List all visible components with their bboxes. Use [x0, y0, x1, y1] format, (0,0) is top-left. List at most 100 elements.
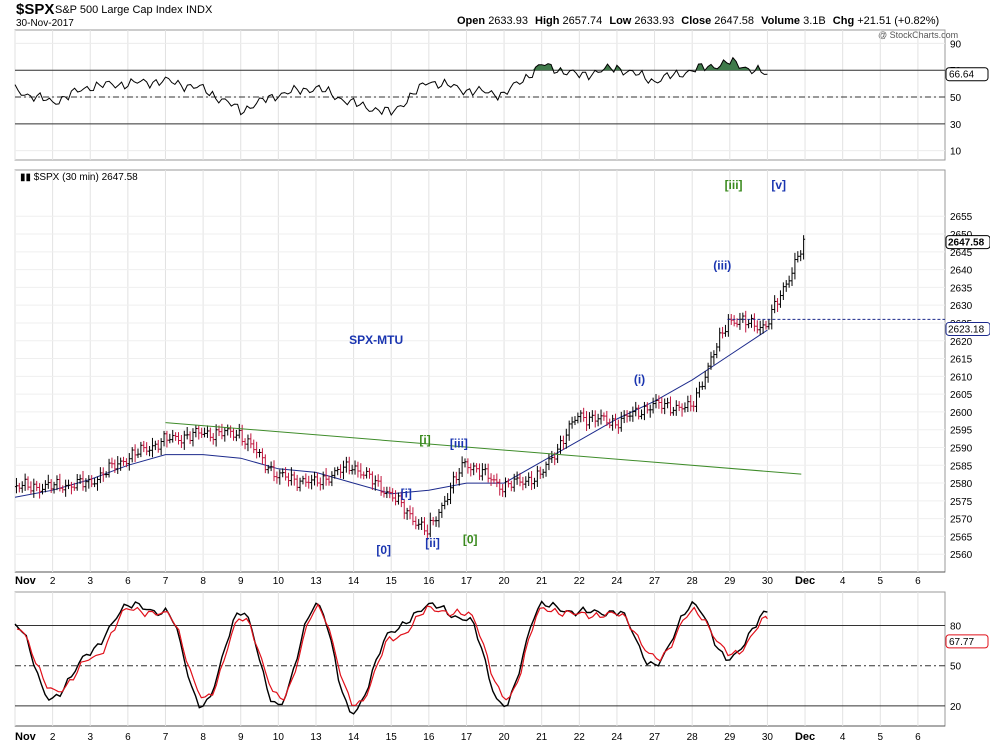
price-tick-label: 2615	[950, 355, 973, 366]
chart-exchange: INDX	[186, 4, 213, 16]
price-bar	[67, 479, 71, 490]
price-bar	[796, 251, 800, 263]
price-bar	[269, 461, 273, 472]
price-bar	[619, 411, 623, 432]
price-bar	[752, 313, 756, 332]
price-tick-label: 2585	[950, 461, 973, 472]
price-x-tick-label: Dec	[795, 575, 815, 587]
price-bar	[95, 476, 99, 491]
price-panel-label: ▮▮ $SPX (30 min) 2647.58	[20, 172, 138, 183]
price-bar	[521, 476, 525, 491]
price-bar	[203, 427, 207, 438]
price-bar	[544, 461, 548, 477]
price-bar	[504, 477, 508, 498]
price-bar	[608, 418, 612, 429]
price-bar	[122, 456, 126, 466]
stoch-tick-label: 20	[950, 702, 962, 713]
rsi-tick-label: 30	[950, 120, 962, 131]
price-bar	[139, 441, 143, 458]
price-bar	[527, 472, 531, 487]
price-bar	[518, 472, 522, 487]
price-bar	[657, 395, 661, 409]
stoch-x-tick-label: 9	[238, 732, 244, 743]
price-bar	[799, 250, 803, 262]
price-bar	[391, 488, 395, 502]
stoch-x-tick-label: 30	[762, 732, 774, 743]
low-label: Low	[609, 15, 632, 27]
price-bar	[278, 469, 282, 485]
price-bar	[599, 409, 603, 425]
price-last-value-tag	[945, 235, 990, 250]
price-bar	[605, 410, 609, 426]
price-bar	[579, 410, 583, 423]
price-bar	[590, 410, 594, 422]
chart-name: S&P 500 Large Cap Index	[55, 4, 183, 16]
wave-label: [i]	[401, 486, 412, 500]
price-bar	[434, 516, 438, 527]
price-bar	[263, 454, 267, 474]
price-bar	[802, 235, 806, 260]
price-x-tick-label: 16	[423, 576, 435, 587]
price-bar	[304, 473, 308, 487]
price-bar	[402, 499, 406, 520]
price-bar	[530, 471, 534, 491]
price-bar	[677, 401, 681, 412]
price-bar	[741, 312, 745, 323]
price-bar	[17, 482, 21, 493]
price-bar	[365, 467, 369, 479]
price-bar	[40, 483, 44, 495]
price-bar	[576, 412, 580, 424]
price-x-tick-label: 20	[499, 576, 511, 587]
price-bar	[573, 416, 577, 426]
stoch-x-tick-label: 29	[724, 732, 736, 743]
price-x-tick-label: 6	[915, 576, 921, 587]
price-bar	[790, 267, 794, 286]
price-bar	[628, 411, 632, 422]
stoch-x-tick-label: Nov	[15, 731, 37, 743]
trendline	[165, 422, 802, 475]
price-bar	[339, 464, 343, 479]
volume-label: Volume	[761, 15, 801, 27]
price-tick-label: 2565	[950, 532, 973, 543]
stoch-x-tick-label: 2	[50, 732, 56, 743]
price-bar	[350, 464, 354, 475]
price-bar	[764, 320, 768, 330]
price-bar	[260, 448, 264, 465]
price-bar	[663, 398, 667, 415]
price-bar	[593, 410, 597, 428]
price-bar	[645, 402, 649, 414]
price-bar	[289, 467, 293, 486]
price-bar	[145, 442, 149, 456]
price-bar	[310, 474, 314, 490]
price-bar	[84, 478, 88, 492]
price-bar	[501, 484, 505, 497]
price-bar	[648, 404, 652, 418]
price-bar	[689, 394, 693, 412]
stoch-x-tick-label: 8	[200, 732, 206, 743]
wave-label-mtu: SPX-MTU	[349, 333, 403, 347]
price-bar	[301, 475, 305, 485]
price-bar	[466, 458, 470, 474]
price-bar	[561, 435, 565, 450]
price-bar	[165, 430, 169, 448]
price-tick-label: 2645	[950, 248, 973, 259]
price-x-tick-label: 15	[386, 576, 398, 587]
price-bar	[191, 428, 195, 447]
price-bar	[336, 466, 340, 476]
price-bar	[388, 486, 392, 499]
price-bar	[272, 460, 276, 482]
price-bar	[49, 479, 53, 493]
price-bar	[347, 456, 351, 475]
price-bar	[313, 471, 317, 486]
price-bar	[182, 430, 186, 450]
price-bar	[243, 438, 247, 450]
price-bar	[110, 457, 114, 469]
price-bar	[208, 427, 212, 442]
price-bar	[469, 463, 473, 477]
price-bar	[333, 467, 337, 479]
price-bar	[602, 412, 606, 421]
price-x-tick-label: 24	[611, 576, 623, 587]
price-bar	[747, 319, 751, 329]
volume-value: 3.1B	[803, 15, 826, 27]
price-bar	[686, 395, 690, 412]
